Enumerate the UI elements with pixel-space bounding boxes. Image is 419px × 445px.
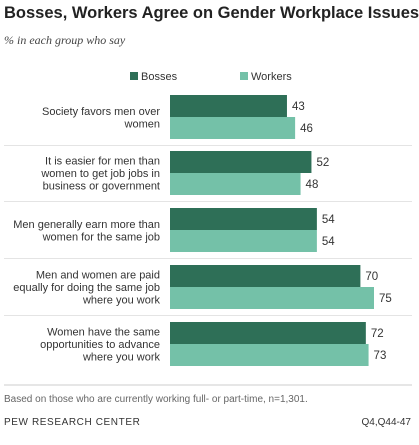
legend-swatch-workers	[240, 72, 248, 80]
category-label-3-line-2: women for the same job	[42, 231, 160, 243]
category-label-4-line-1: Men and women are paid	[36, 270, 160, 282]
category-label-3-line-1: Men generally earn more than	[13, 219, 160, 231]
value-label-workers-5: 73	[374, 350, 387, 362]
legend-label-bosses: Bosses	[141, 71, 178, 83]
value-label-bosses-4: 70	[365, 271, 378, 283]
category-label-2-line-3: business or government	[43, 181, 160, 193]
category-label-1-line-1: Society favors men over	[42, 106, 160, 118]
bar-bosses-4	[170, 265, 361, 287]
value-label-bosses-3: 54	[322, 214, 335, 226]
bar-bosses-3	[170, 208, 317, 230]
category-label-2-line-2: women to get job jobs in	[40, 168, 160, 180]
category-label-5-line-1: Women have the same	[47, 327, 160, 339]
bar-chart: Bosses Workers 43 46 Society favors men over…	[4, 71, 412, 386]
category-label-2-line-1: It is easier for men than	[45, 156, 160, 168]
chart-subtitle: % in each group who say	[4, 33, 126, 47]
value-label-workers-4: 75	[379, 293, 392, 305]
legend-swatch-bosses	[130, 72, 138, 80]
category-label-5-line-3: where you work	[82, 352, 161, 364]
chart-title: Bosses, Workers Agree on Gender Workplac…	[4, 4, 419, 22]
value-label-workers-1: 46	[300, 123, 313, 135]
bar-workers-1	[170, 117, 296, 139]
bar-workers-5	[170, 344, 369, 366]
value-label-bosses-1: 43	[292, 101, 305, 113]
bar-workers-2	[170, 173, 301, 195]
value-label-bosses-5: 72	[371, 328, 384, 340]
category-label-4-line-3: where you work	[82, 295, 161, 307]
question-code: Q4,Q44-47	[361, 417, 411, 428]
legend-label-workers: Workers	[251, 71, 292, 83]
value-label-workers-3: 54	[322, 236, 335, 248]
value-label-bosses-2: 52	[316, 157, 329, 169]
source-credit: PEW RESEARCH CENTER	[4, 417, 141, 428]
category-label-4-line-2: equally for doing the same job	[13, 282, 160, 294]
bar-bosses-5	[170, 322, 366, 344]
footnote: Based on those who are currently working…	[4, 394, 308, 405]
value-label-workers-2: 48	[306, 179, 319, 191]
bar-workers-3	[170, 230, 317, 252]
bar-bosses-1	[170, 95, 287, 117]
category-label-5-line-2: opportunities to advance	[40, 339, 160, 351]
bar-bosses-2	[170, 151, 312, 173]
category-label-1-line-2: women	[124, 118, 160, 130]
bar-workers-4	[170, 287, 374, 309]
